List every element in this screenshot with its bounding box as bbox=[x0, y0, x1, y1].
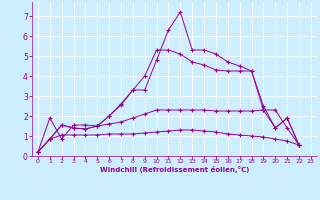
X-axis label: Windchill (Refroidissement éolien,°C): Windchill (Refroidissement éolien,°C) bbox=[100, 166, 249, 173]
